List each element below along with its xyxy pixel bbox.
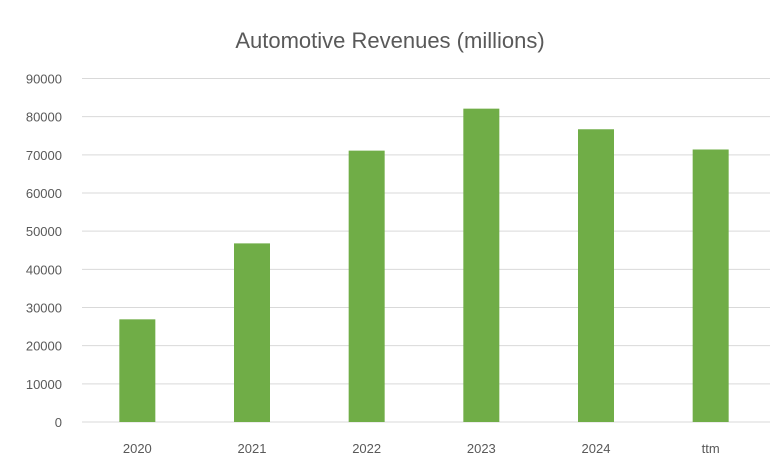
bar-2023 [463, 108, 500, 422]
x-tick-label: 2021 [238, 441, 267, 456]
bar-2021 [234, 243, 270, 422]
y-tick-label: 70000 [26, 148, 62, 163]
x-tick-label: 2022 [352, 441, 381, 456]
y-tick-label: 50000 [26, 224, 62, 239]
y-tick-label: 0 [55, 415, 62, 430]
y-tick-label: 30000 [26, 301, 62, 316]
y-tick-label: 10000 [26, 377, 62, 392]
y-tick-label: 40000 [26, 262, 62, 277]
x-tick-label: ttm [702, 441, 720, 456]
bar-ttm [692, 149, 729, 423]
y-tick-label: 90000 [26, 72, 62, 87]
x-tick-label: 2020 [123, 441, 152, 456]
chart-title: Automotive Revenues (millions) [235, 28, 544, 53]
y-tick-label: 60000 [26, 186, 62, 201]
x-tick-label: 2024 [582, 441, 611, 456]
x-tick-label: 2023 [467, 441, 496, 456]
y-tick-label: 80000 [26, 110, 62, 125]
bar-2022 [348, 150, 385, 422]
bar-2024 [578, 129, 614, 423]
y-tick-label: 20000 [26, 339, 62, 354]
bar-2020 [119, 319, 156, 422]
